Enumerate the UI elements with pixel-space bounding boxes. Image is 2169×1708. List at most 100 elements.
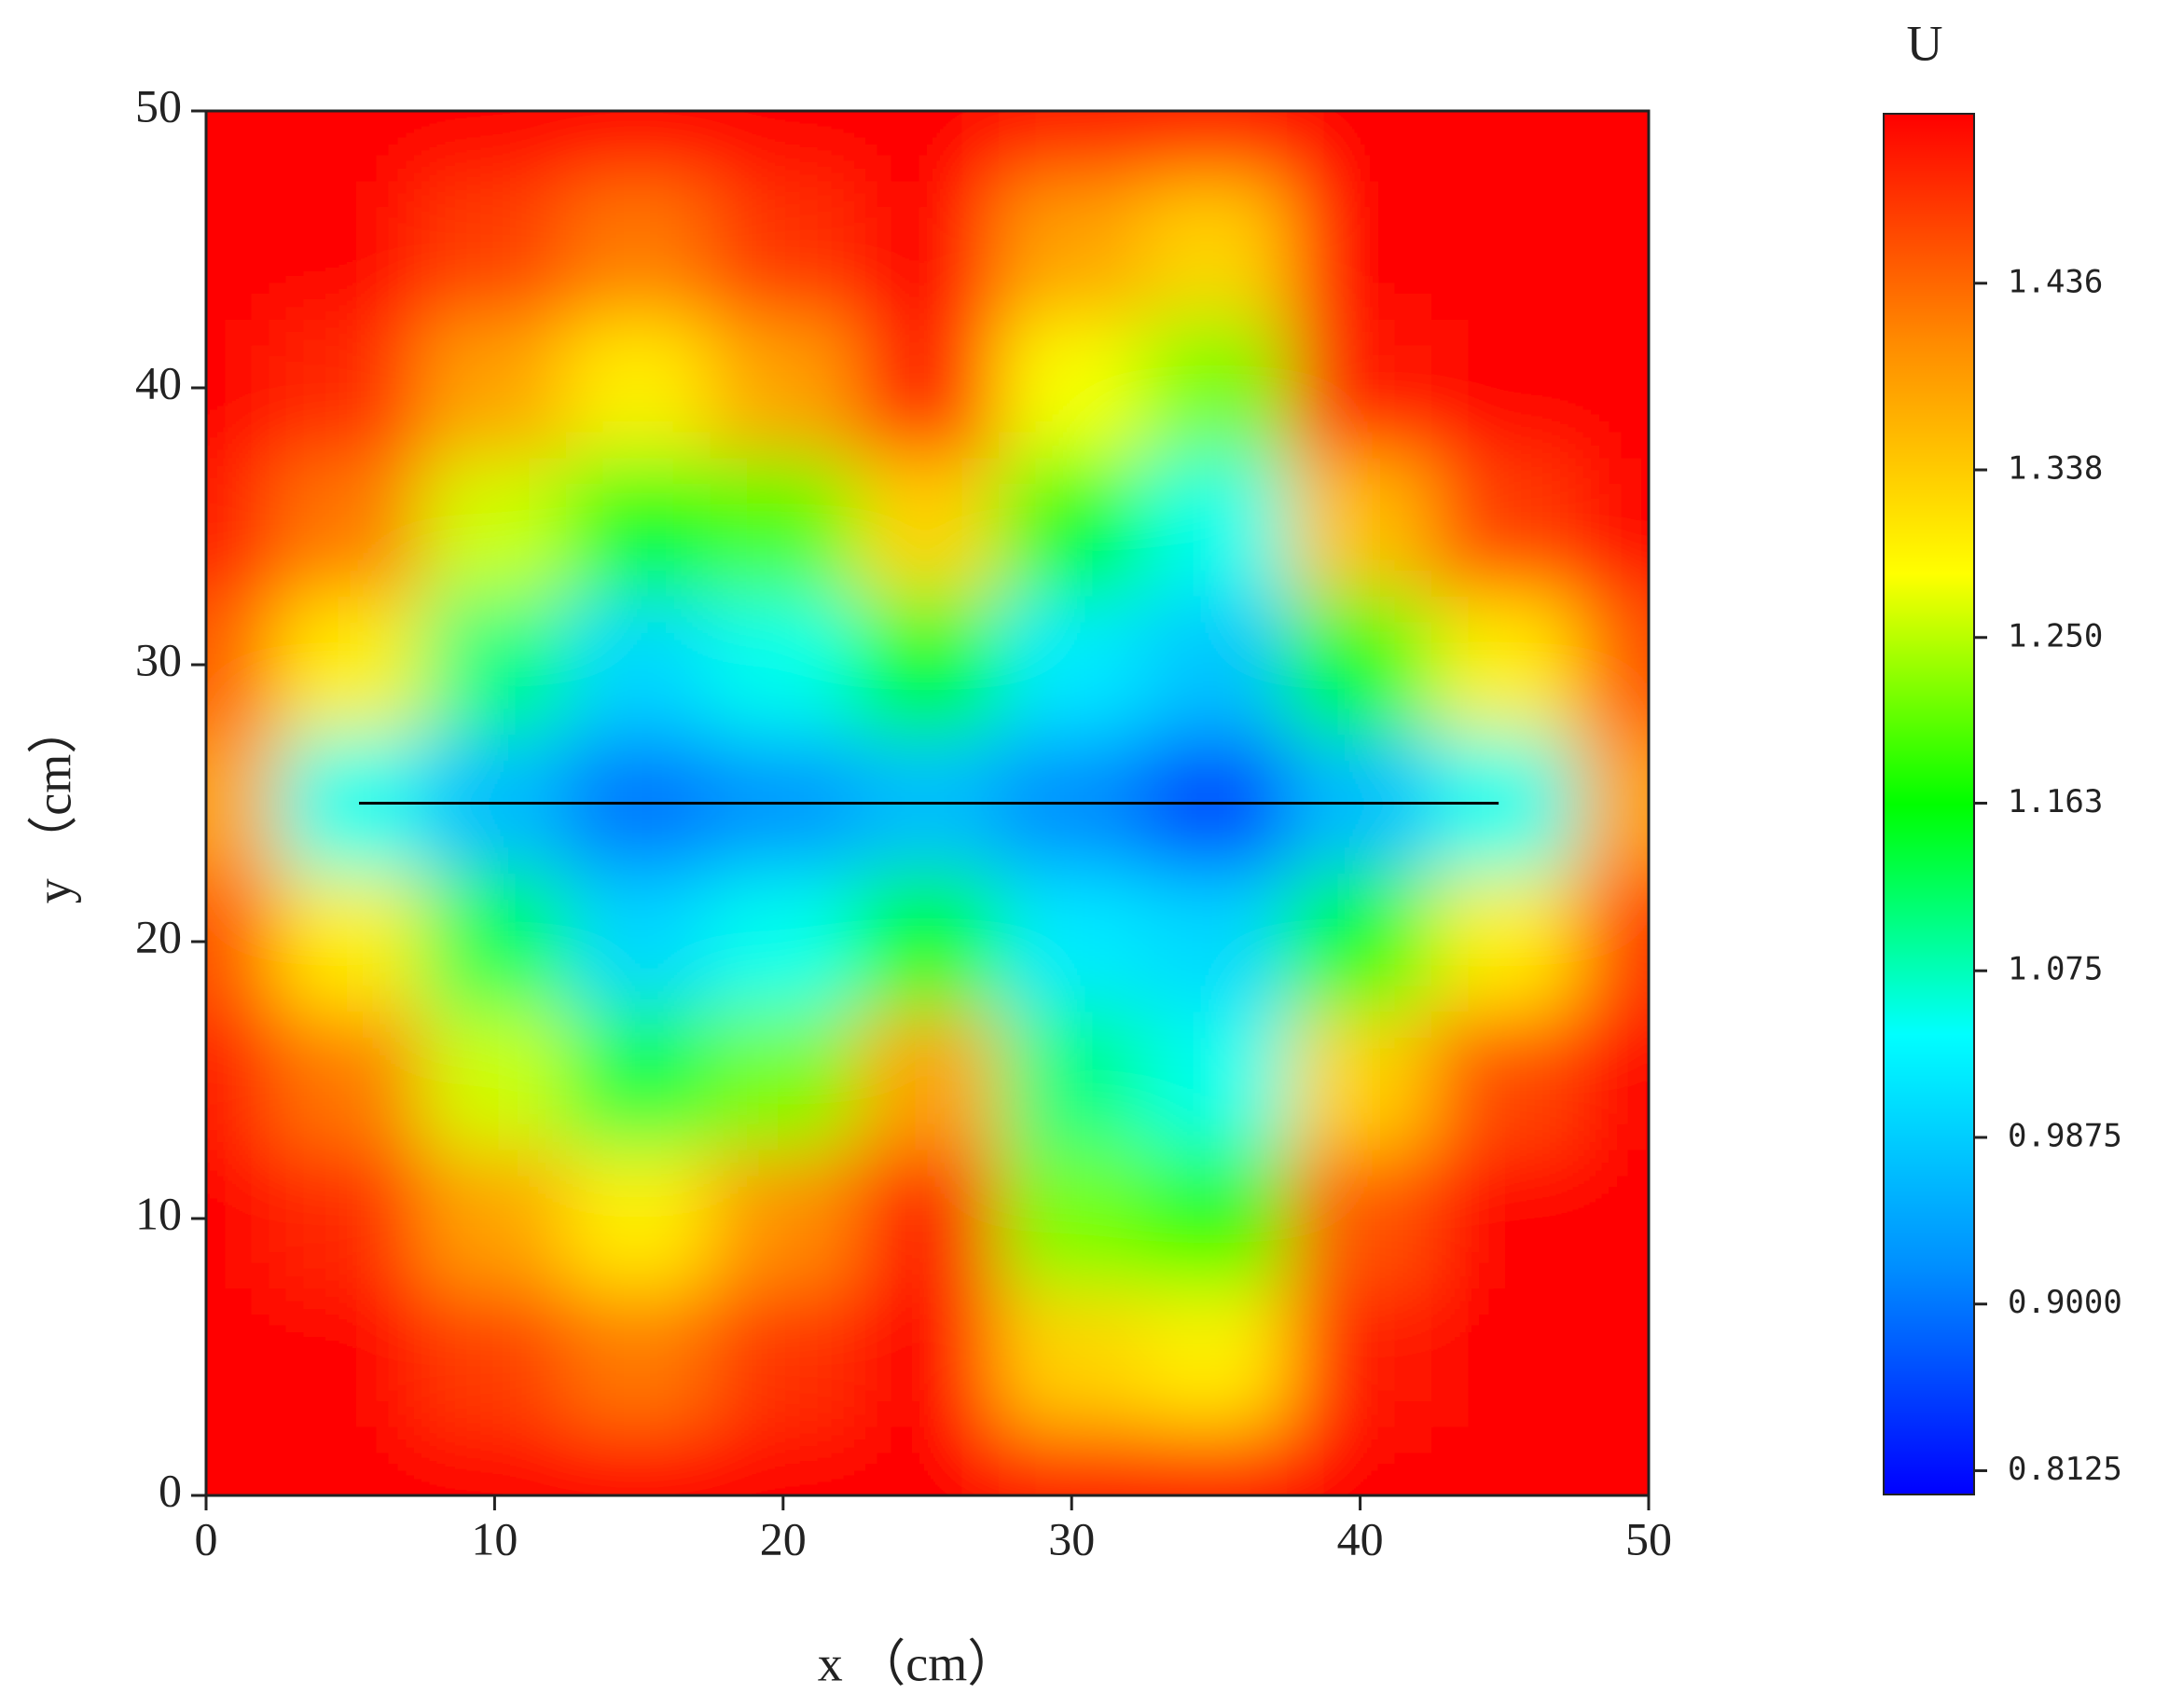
field-cell [1575, 111, 1649, 182]
field-cell [710, 317, 857, 459]
field-cell [1287, 317, 1433, 459]
field-cell [998, 1287, 1145, 1427]
field-cell [854, 1010, 1001, 1150]
colorbar [1883, 113, 1975, 1495]
field-cell [1142, 1148, 1290, 1289]
field-cell [998, 871, 1145, 1012]
field-cell [421, 456, 568, 597]
field-cell [421, 594, 568, 736]
field-cell [710, 871, 857, 1012]
field-cell [206, 456, 280, 597]
field-cell [998, 111, 1145, 182]
field-cell [854, 111, 1001, 182]
field-cell [565, 871, 712, 1012]
field-cell [1575, 1425, 1649, 1495]
field-cell [1142, 456, 1290, 597]
field-cell [1575, 179, 1649, 320]
y-tick-label: 10 [135, 1187, 182, 1239]
y-tick-label: 0 [159, 1464, 182, 1516]
field-cell [206, 871, 280, 1012]
field-cell [1430, 871, 1578, 1012]
field-cell [1287, 179, 1433, 320]
field-cell [1430, 179, 1578, 320]
field-cell [998, 594, 1145, 736]
field-cell [277, 456, 424, 597]
field-cell [565, 1425, 712, 1495]
field-cell [565, 1010, 712, 1150]
field-cell [710, 1148, 857, 1289]
field-cell [1430, 594, 1578, 736]
field-cell [1430, 317, 1578, 459]
field-cell [854, 871, 1001, 1012]
field-cell [1287, 1148, 1433, 1289]
field-cell [998, 1148, 1145, 1289]
field-cell [277, 317, 424, 459]
y-tick-label: 40 [135, 356, 182, 408]
field-cell [277, 594, 424, 736]
field-cell [421, 111, 568, 182]
field-cell [421, 317, 568, 459]
field-cell [277, 1010, 424, 1150]
x-tick-label: 10 [471, 1512, 518, 1564]
field-cell [998, 1010, 1145, 1150]
field-cell [998, 179, 1145, 320]
field-cell [1287, 1010, 1433, 1150]
field-smooth [206, 111, 1649, 1495]
field-cell [710, 179, 857, 320]
field-cell [206, 1010, 280, 1150]
field-cell [206, 179, 280, 320]
field-cell [1575, 871, 1649, 1012]
field-cell [1142, 871, 1290, 1012]
field-cell [421, 179, 568, 320]
field-cell [854, 1287, 1001, 1427]
field-cell [1142, 317, 1290, 459]
x-tick-label: 40 [1337, 1512, 1384, 1564]
field-cell [277, 1148, 424, 1289]
field-cell [1575, 317, 1649, 459]
field-cell [1142, 179, 1290, 320]
field-cell [565, 111, 712, 182]
colorbar-tick-label: 1.075 [2008, 951, 2103, 988]
field-cell [565, 594, 712, 736]
field-cell [998, 317, 1145, 459]
field-cell [1430, 111, 1578, 182]
field-cell [710, 1010, 857, 1150]
field-cell [1287, 594, 1433, 736]
field-cell [1142, 1010, 1290, 1150]
field-cell [854, 1425, 1001, 1495]
field-cell [710, 1425, 857, 1495]
field-cell [421, 1287, 568, 1427]
field-cell [1287, 1287, 1433, 1427]
field-cell [1142, 1287, 1290, 1427]
field-cell [277, 111, 424, 182]
field-cell [1430, 1148, 1578, 1289]
colorbar-tick-label: 1.250 [2008, 617, 2103, 654]
field-cell [854, 456, 1001, 597]
field-cell [710, 1287, 857, 1427]
x-tick-label: 50 [1625, 1512, 1672, 1564]
y-tick-label: 30 [135, 633, 182, 685]
field-cell [277, 1287, 424, 1427]
colorbar-tick-label: 1.163 [2008, 783, 2103, 820]
colorbar-tick-label: 1.338 [2008, 449, 2103, 487]
field-cell [710, 594, 857, 736]
field-cell [1142, 1425, 1290, 1495]
field-cell [1430, 1010, 1578, 1150]
field-cell [421, 1148, 568, 1289]
field-cell [206, 1287, 280, 1427]
field-cell [206, 594, 280, 736]
field-cell [1575, 456, 1649, 597]
field-cell [1575, 1148, 1649, 1289]
field-cell [565, 317, 712, 459]
field-cell [1142, 111, 1290, 182]
field [206, 111, 1649, 1495]
x-tick-label: 20 [760, 1512, 807, 1564]
x-tick-label: 0 [195, 1512, 218, 1564]
field-cell [854, 179, 1001, 320]
field-cell [565, 179, 712, 320]
field-cell [1430, 1287, 1578, 1427]
field-cell [421, 1425, 568, 1495]
colorbar-tick-label: 0.9875 [2008, 1117, 2122, 1154]
field-cell [565, 1148, 712, 1289]
